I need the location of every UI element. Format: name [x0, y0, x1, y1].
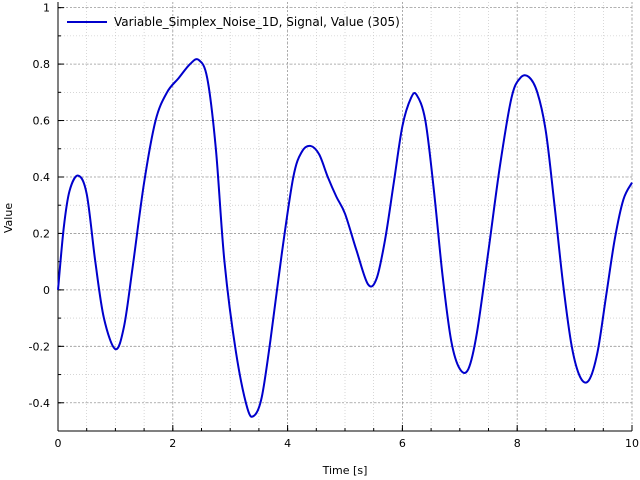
y-tick-labels: -0.4 -0.2 0 0.2 0.4 0.6 0.8 1 [29, 2, 50, 410]
y-tick-label: 1 [43, 2, 50, 15]
y-tick-label: 0.4 [33, 171, 51, 184]
x-tick-label: 2 [169, 437, 176, 450]
series-line [57, 58, 633, 418]
x-axis-label: Time [s] [322, 464, 368, 477]
legend-entry: Variable_Simplex_Noise_1D, Signal, Value… [114, 15, 400, 29]
x-tick-label: 10 [625, 437, 639, 450]
x-tick-labels: 0 2 4 6 8 10 [55, 437, 640, 450]
y-axis-label: Value [2, 203, 15, 233]
y-tick-label: 0 [43, 284, 50, 297]
y-tick-label: 0.8 [33, 58, 51, 71]
x-tick-label: 4 [284, 437, 291, 450]
x-tick-label: 0 [55, 437, 62, 450]
legend: Variable_Simplex_Noise_1D, Signal, Value… [67, 15, 400, 29]
y-tick-label: 0.6 [33, 115, 51, 128]
y-tick-label: 0.2 [33, 227, 51, 240]
y-tick-label: -0.2 [29, 340, 50, 353]
x-tick-label: 6 [399, 437, 406, 450]
y-tick-label: -0.4 [29, 397, 50, 410]
x-tick-label: 8 [514, 437, 521, 450]
